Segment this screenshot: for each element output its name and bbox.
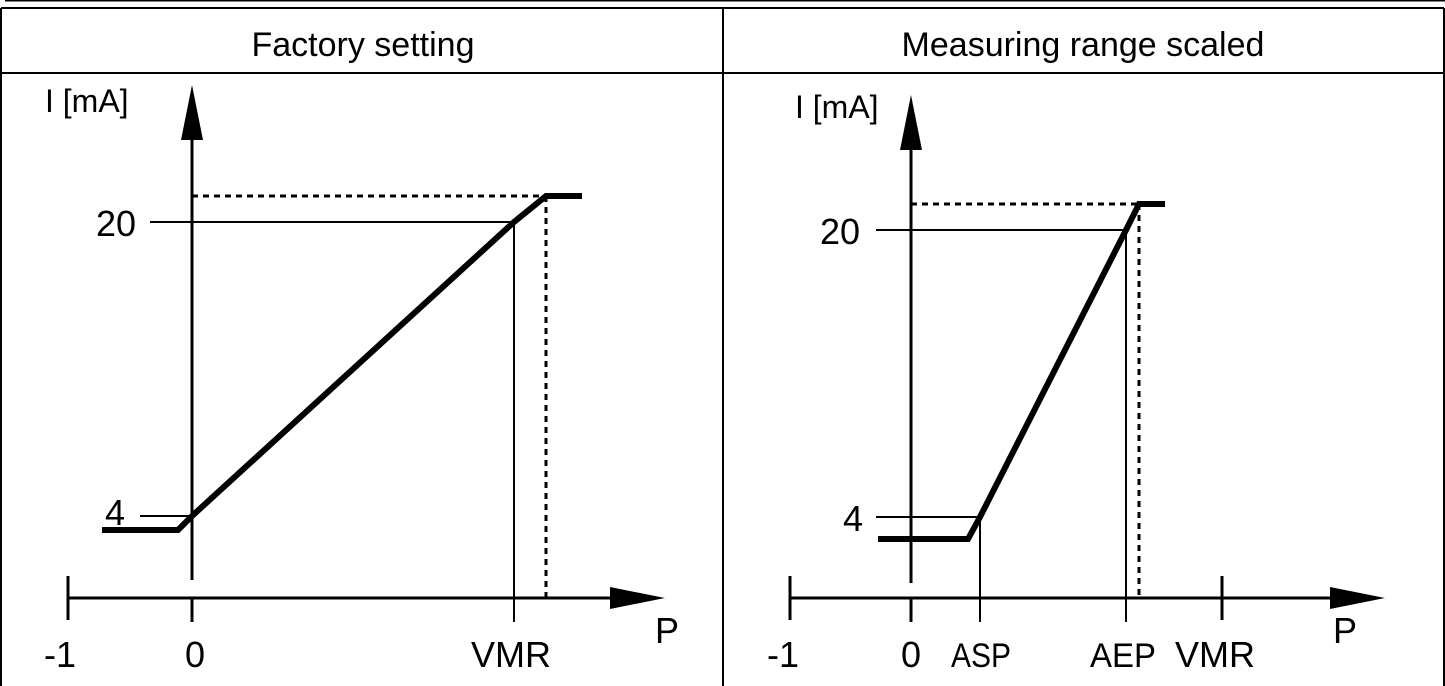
x-axis-label: P xyxy=(1333,610,1357,651)
y-axis-arrowhead xyxy=(900,95,922,150)
y-axis-arrowhead xyxy=(181,85,203,140)
y-tick-label-4: 4 xyxy=(105,492,125,533)
x-tick-label-minus1: -1 xyxy=(44,634,76,675)
panel-title: Measuring range scaled xyxy=(902,26,1265,64)
x-tick-label-aep: AEP xyxy=(1090,637,1156,675)
x-tick-label-minus1: -1 xyxy=(767,634,799,675)
x-axis-label: P xyxy=(655,610,679,651)
x-tick-label-asp: ASP xyxy=(951,637,1011,675)
panel-measuring-range-scaled: Measuring range scaled I [mA] 20 4 -1 0 … xyxy=(767,26,1385,675)
panel-factory-setting: Factory setting I [mA] 20 4 -1 0 VMR P xyxy=(44,26,679,675)
y-tick-label-4: 4 xyxy=(843,498,863,539)
x-axis-arrowhead xyxy=(610,587,665,609)
x-tick-label-zero: 0 xyxy=(901,634,921,675)
y-tick-label-20: 20 xyxy=(96,203,136,244)
x-axis-arrowhead xyxy=(1330,587,1385,609)
x-tick-label-vmr: VMR xyxy=(1175,634,1255,675)
x-tick-label-zero: 0 xyxy=(185,634,205,675)
panel-title: Factory setting xyxy=(252,26,475,64)
y-axis-label: I [mA] xyxy=(45,83,129,119)
y-tick-label-20: 20 xyxy=(820,211,860,252)
x-tick-label-vmr: VMR xyxy=(471,634,551,675)
output-characteristic-line xyxy=(102,193,582,533)
output-characteristic-line xyxy=(878,201,1165,542)
y-axis-label: I [mA] xyxy=(795,89,879,125)
